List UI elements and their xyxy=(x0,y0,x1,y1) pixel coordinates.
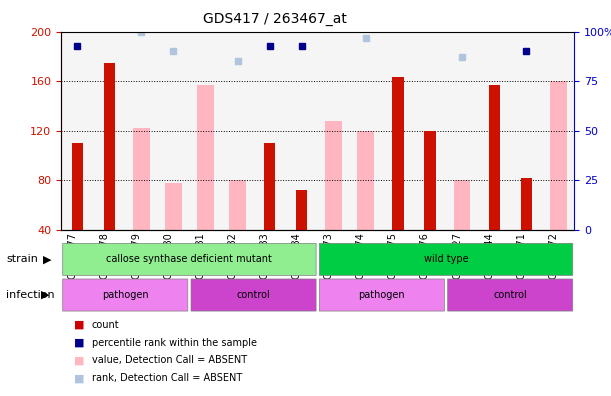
Text: GDS417 / 263467_at: GDS417 / 263467_at xyxy=(203,12,347,26)
Bar xyxy=(550,81,567,230)
Bar xyxy=(264,143,275,230)
Bar xyxy=(165,183,182,230)
Bar xyxy=(453,180,470,230)
Text: count: count xyxy=(92,320,119,330)
Text: pathogen: pathogen xyxy=(102,290,148,300)
Text: wild type: wild type xyxy=(423,254,469,265)
Bar xyxy=(325,121,342,230)
FancyBboxPatch shape xyxy=(448,279,573,311)
Text: ▶: ▶ xyxy=(43,254,51,265)
Text: control: control xyxy=(236,290,271,300)
Text: ■: ■ xyxy=(74,337,85,348)
Bar xyxy=(296,190,307,230)
Text: ■: ■ xyxy=(74,320,85,330)
FancyBboxPatch shape xyxy=(191,279,316,311)
Text: percentile rank within the sample: percentile rank within the sample xyxy=(92,337,257,348)
Text: infection: infection xyxy=(6,289,55,300)
Bar xyxy=(133,128,150,230)
Bar xyxy=(71,143,82,230)
Text: ■: ■ xyxy=(74,373,85,383)
Bar xyxy=(229,180,246,230)
Bar xyxy=(521,178,532,230)
FancyBboxPatch shape xyxy=(63,243,316,276)
Text: strain: strain xyxy=(6,254,38,265)
Bar xyxy=(425,131,436,230)
Bar xyxy=(104,63,115,230)
Text: ▶: ▶ xyxy=(41,289,49,300)
Bar xyxy=(489,85,500,230)
Bar xyxy=(357,131,375,230)
FancyBboxPatch shape xyxy=(320,279,444,311)
Text: rank, Detection Call = ABSENT: rank, Detection Call = ABSENT xyxy=(92,373,242,383)
Text: value, Detection Call = ABSENT: value, Detection Call = ABSENT xyxy=(92,355,247,366)
Text: control: control xyxy=(493,290,527,300)
Text: callose synthase deficient mutant: callose synthase deficient mutant xyxy=(106,254,273,265)
Bar xyxy=(197,85,214,230)
Text: pathogen: pathogen xyxy=(359,290,405,300)
Bar xyxy=(392,78,403,230)
FancyBboxPatch shape xyxy=(63,279,188,311)
FancyBboxPatch shape xyxy=(320,243,573,276)
Text: ■: ■ xyxy=(74,355,85,366)
